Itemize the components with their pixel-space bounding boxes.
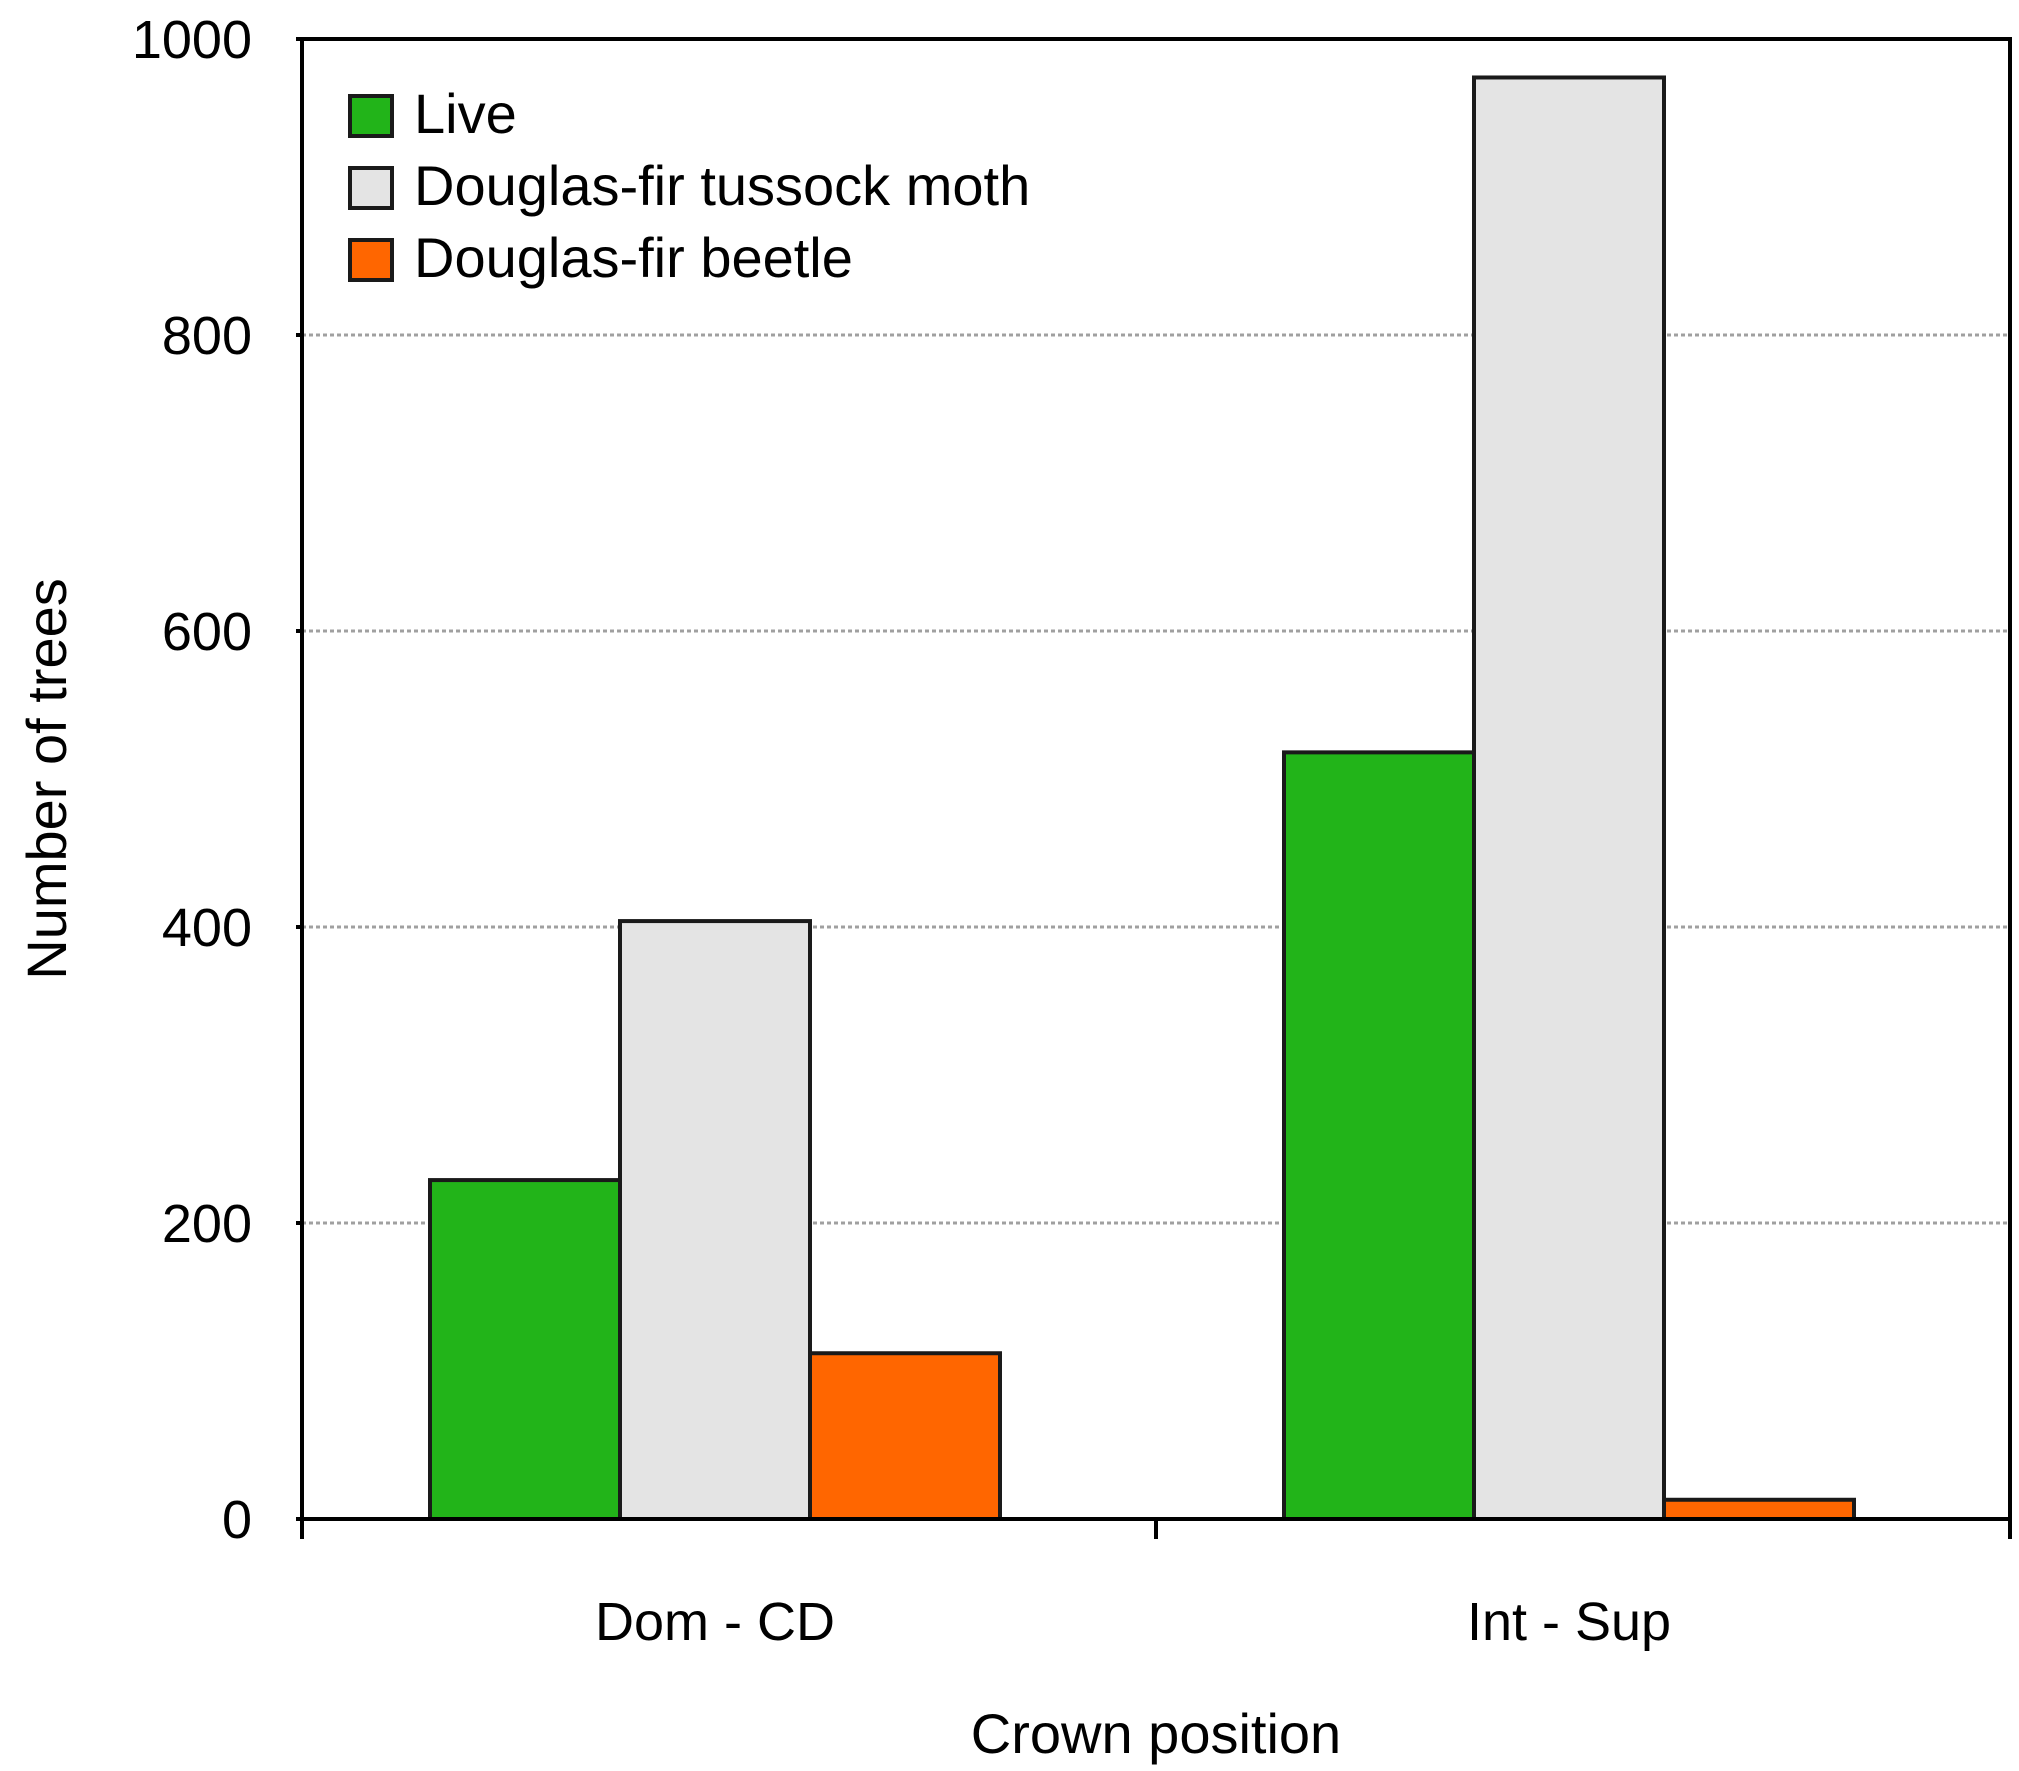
bar-live-1 <box>428 1178 622 1521</box>
bar-douglas-fir-beetle-1 <box>808 1351 1002 1521</box>
bar-live-2 <box>1282 750 1476 1521</box>
y-axis-ticks: 0 200 400 600 800 1000 <box>132 10 302 1550</box>
y-tick-label: 400 <box>162 898 252 958</box>
gridlines <box>302 333 2010 1225</box>
y-tick-label: 800 <box>162 306 252 366</box>
y-tick-label: 600 <box>162 602 252 662</box>
y-tick-label: 1000 <box>132 10 252 70</box>
legend: Live Douglas-fir tussock moth Douglas-fir … <box>348 82 1030 289</box>
y-axis-title: Number of trees <box>15 578 78 980</box>
legend-swatch <box>348 166 394 210</box>
legend-label: Live <box>414 82 517 145</box>
y-tick-label: 0 <box>222 1490 252 1550</box>
x-axis-ticks: Dom - CD Int - Sup <box>300 1519 2012 1652</box>
x-tick-label: Int - Sup <box>1467 1592 1671 1652</box>
legend-swatch <box>348 238 394 282</box>
bar-douglas-fir-tussock-moth-2 <box>1472 75 1666 1522</box>
x-tick-label: Dom - CD <box>595 1592 835 1652</box>
bars <box>428 75 1856 1522</box>
bar-douglas-fir-tussock-moth-1 <box>618 919 812 1521</box>
y-tick-label: 200 <box>162 1194 252 1254</box>
x-axis-title: Crown position <box>971 1702 1341 1765</box>
legend-label: Douglas-fir tussock moth <box>414 154 1030 217</box>
legend-label: Douglas-fir beetle <box>414 226 853 289</box>
legend-swatch <box>348 94 394 138</box>
bar-douglas-fir-beetle-2 <box>1662 1497 1856 1522</box>
